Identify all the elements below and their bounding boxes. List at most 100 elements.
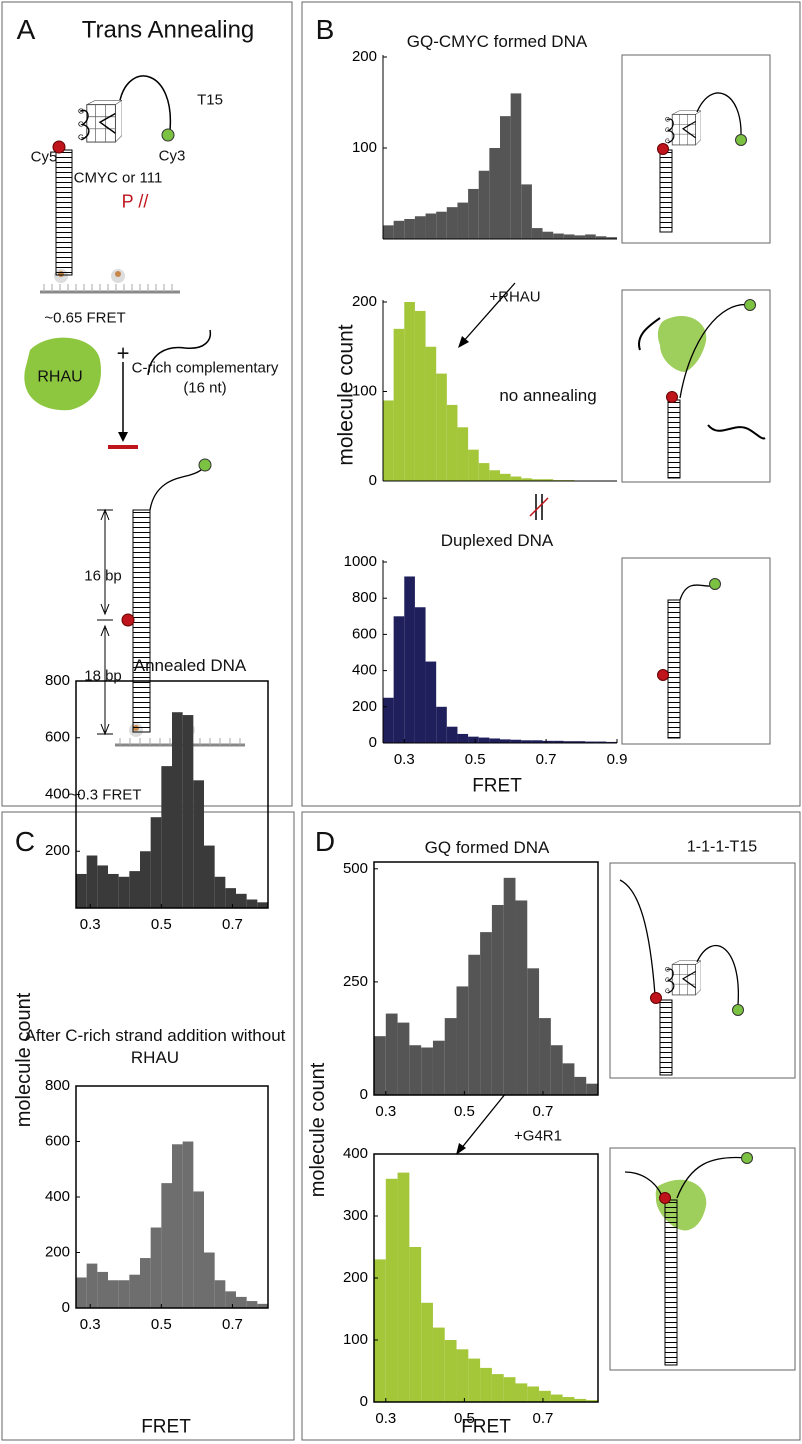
histogram-bar [436,373,447,481]
histogram-bar [150,817,162,908]
annotation: 18 bp [84,667,122,685]
panel-border [1,811,295,1441]
panel-label: A [16,13,36,45]
histogram-bar [478,463,490,481]
histogram-bar [436,706,447,743]
y-tick-label: 0 [360,1393,368,1410]
histogram-bar [393,328,405,481]
y-tick-label: 0 [369,472,377,489]
x-axis-label: FRET [472,775,522,797]
histogram-bar [385,1013,398,1095]
panel-border [301,811,801,1441]
histogram-bar [129,1274,140,1308]
histogram-bar [182,1141,194,1308]
histogram-bar [172,712,183,908]
y-tick-label: 200 [352,48,377,65]
histogram-bar [468,449,479,481]
histogram-bar [489,148,500,239]
histogram-bar [86,1263,98,1308]
histogram-bar [444,1018,457,1095]
histogram-bar [97,865,108,908]
histogram-bar [595,236,607,239]
annotation: 1-1-1-T15 [686,838,758,856]
histogram-bar [585,234,596,239]
histogram-bar [500,116,511,239]
y-tick-label: 100 [352,382,377,399]
histogram-bar [140,851,151,908]
y-tick-label: 800 [352,589,377,606]
histogram-bar [550,1045,563,1095]
histogram-bar [436,211,447,239]
diagram-b [458,54,771,745]
chart-title: GQ-CMYC formed DNA [406,31,588,51]
histogram-bar [527,968,540,1095]
annotation: Cy3 [158,147,186,165]
annotation: molecule count [334,324,358,466]
histogram-bar [521,740,532,743]
x-tick-label: 0.3 [375,1103,396,1120]
annotation: P // [121,191,149,212]
y-tick-label: 400 [45,785,70,802]
annotation: +RHAU [489,288,541,306]
histogram-bar [393,220,405,239]
histogram-bar [446,207,458,239]
annotation: + [116,340,130,366]
histogram-bar [383,697,394,743]
histogram-bar [500,473,511,481]
histogram-bar [397,1022,410,1095]
histogram-bar [468,1358,481,1402]
histogram-bar [225,888,236,908]
y-tick-label: 600 [45,1132,70,1149]
histogram-bar [510,93,522,240]
histogram-bar [425,661,437,743]
histogram-bar [574,741,586,743]
y-tick-label: 200 [352,698,377,715]
y-tick-label: 600 [45,729,70,746]
histogram-bar [76,873,87,908]
annotation: C-rich complementary (16 nt) [131,359,279,397]
histogram-bar [446,404,458,481]
y-tick-label: 0 [62,1299,70,1316]
histogram-bar [404,218,415,239]
histogram-bar [446,726,458,743]
x-tick-label: 0.5 [151,1316,172,1333]
y-tick-label: 0 [369,734,377,751]
histogram-bar [182,715,194,908]
histogram-bar [404,576,415,743]
histogram-bar [86,855,98,908]
annotation: T15 [197,91,223,109]
annotation: no annealing [499,385,597,405]
histogram-bar [595,741,607,743]
x-axis-label: FRET [461,1416,511,1438]
y-tick-label: 400 [352,662,377,679]
histogram-bar [585,741,596,743]
y-tick-label: 100 [343,1331,368,1348]
histogram-bar [118,1280,130,1308]
chart-title: Annealed DNA [133,655,247,675]
histogram-bar [491,904,504,1095]
histogram-bar [97,1271,108,1308]
histogram-bar [457,733,469,743]
histogram-bar [214,876,226,908]
histogram-bar [531,228,543,239]
histogram-bar [539,1390,551,1402]
annotation: molecule count [307,1062,329,1198]
histogram-bar [129,871,140,908]
y-tick-label: 800 [45,1077,70,1094]
histogram-bar [562,1063,575,1095]
y-tick-label: 0 [360,1086,368,1103]
histogram-bar [542,740,554,743]
histogram-bar [531,740,543,743]
histogram-bar [478,737,490,743]
histogram-bar [521,184,532,239]
histogram-bar [409,1247,422,1402]
histogram-bar [510,476,522,481]
annotation: RHAU [37,368,83,386]
annotation: ~0.3 FRET [68,786,142,804]
histogram-bar [553,740,564,743]
histogram-bar [385,1178,398,1402]
diagram-d [456,862,796,1371]
panel-border [301,1,801,807]
chart-title: GQ formed DNA [424,837,550,857]
